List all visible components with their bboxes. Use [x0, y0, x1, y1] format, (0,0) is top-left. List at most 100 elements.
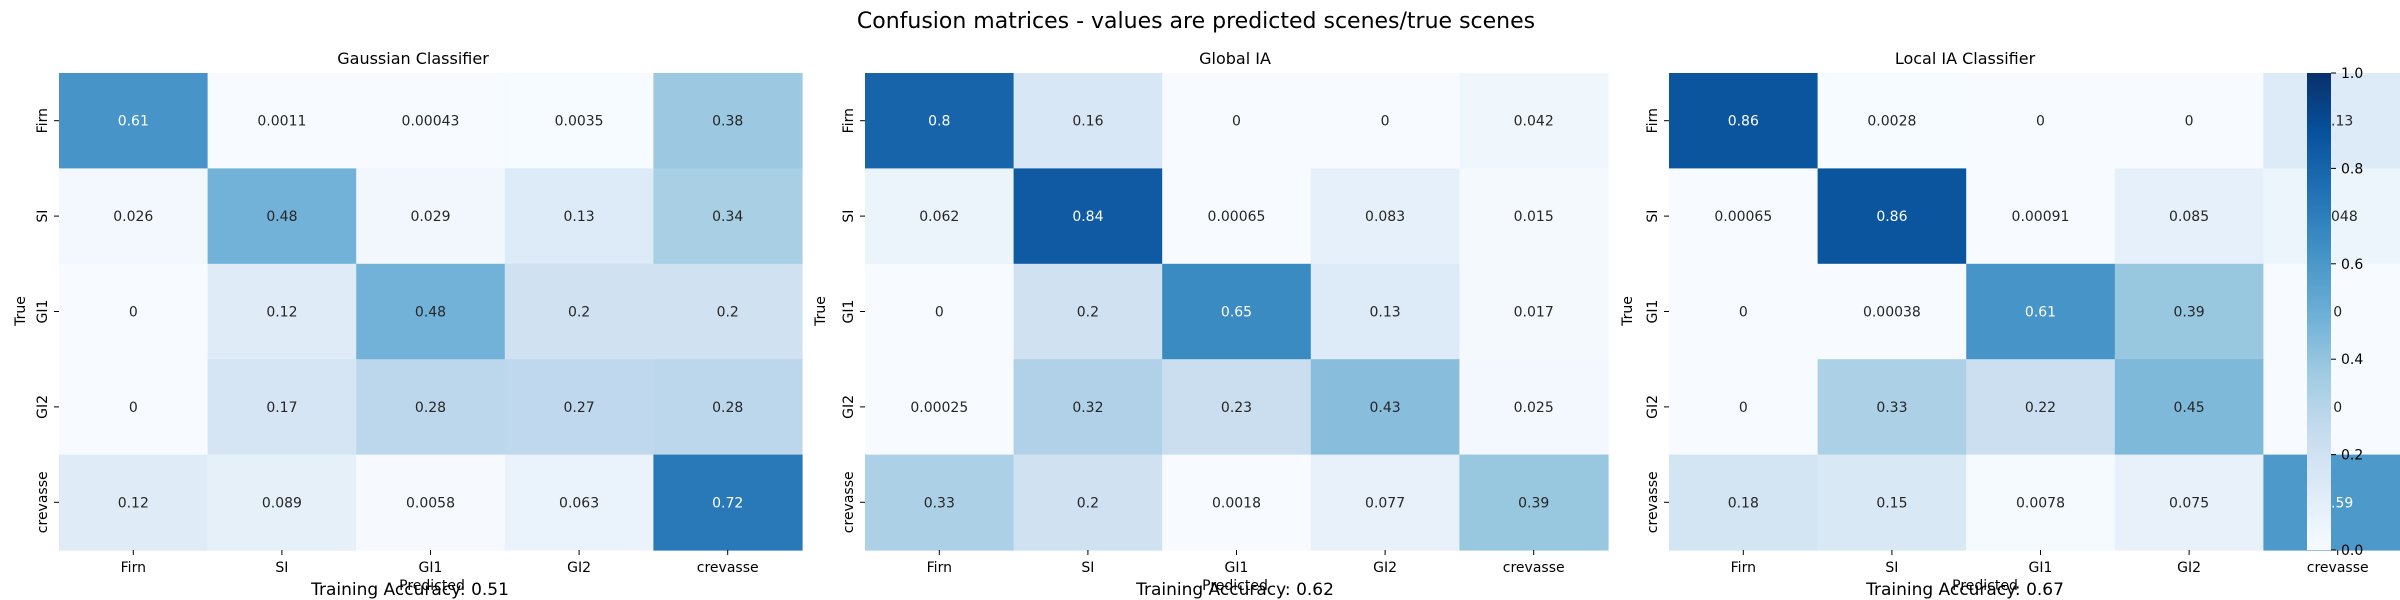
- heatmap-cell: [865, 73, 1015, 169]
- x-tick-label: GI2: [1373, 560, 1397, 576]
- cell-value-label: 0.2: [1077, 495, 1099, 511]
- heatmap-cell: [1817, 454, 1967, 551]
- heatmap-cell: [2114, 263, 2264, 360]
- cell-value-label: 0.86: [1728, 114, 1759, 130]
- cell-value-label: 0.61: [118, 114, 149, 130]
- cell-value-label: 0: [2333, 400, 2342, 416]
- cell-value-label: 0.13: [1370, 305, 1401, 321]
- cell-value-label: 0: [1739, 400, 1748, 416]
- x-tick-label: Firn: [1731, 560, 1756, 576]
- cell-value-label: 0.063: [559, 495, 599, 511]
- training-accuracy-caption: Training Accuracy: 0.67: [1865, 580, 2064, 600]
- cell-value-label: 0.029: [410, 209, 450, 225]
- figure-title: Confusion matrices - values are predicte…: [857, 9, 1535, 34]
- cell-value-label: 0: [2185, 114, 2194, 130]
- heatmap-cell: [2114, 359, 2264, 456]
- cell-value-label: 0.042: [1514, 114, 1554, 130]
- cell-value-label: 0.86: [1876, 209, 1907, 225]
- y-tick-label: GI2: [1645, 395, 1661, 419]
- y-axis-label: True: [1620, 296, 1636, 327]
- x-tick-label: SI: [275, 560, 288, 576]
- heatmap-cell: [1669, 263, 1819, 360]
- heatmap-cell: [2114, 73, 2264, 169]
- cell-value-label: 0.00065: [1714, 209, 1772, 225]
- cell-value-label: 0: [2333, 305, 2342, 321]
- cell-value-label: 0.026: [113, 209, 153, 225]
- heatmap-cell: [1459, 168, 1609, 265]
- heatmap-cell: [1669, 73, 1819, 169]
- heatmap-cell: [356, 168, 506, 265]
- x-tick-label: crevasse: [1503, 560, 1565, 576]
- heatmap-cell: [2114, 454, 2264, 551]
- x-tick-label: crevasse: [2307, 560, 2369, 576]
- heatmap-cell: [504, 454, 654, 551]
- cell-value-label: 0.075: [2169, 495, 2209, 511]
- cell-value-label: 0.18: [1728, 495, 1759, 511]
- y-axis-label: True: [13, 296, 29, 327]
- heatmap-cell: [1966, 73, 2116, 169]
- cell-value-label: 0.39: [2174, 305, 2205, 321]
- heatmap-cell: [356, 73, 506, 169]
- cell-value-label: 0.062: [919, 209, 959, 225]
- cell-value-label: 0.8: [928, 114, 950, 130]
- cell-value-label: 0.0035: [555, 114, 604, 130]
- heatmap-cell: [865, 168, 1015, 265]
- heatmap-cell: [1966, 359, 2116, 456]
- colorbar-tick-label: 0.8: [2341, 161, 2363, 177]
- cell-value-label: 0.12: [266, 305, 297, 321]
- heatmap-cell: [1966, 263, 2116, 360]
- heatmap-cell: [2263, 73, 2400, 169]
- cell-value-label: 0.27: [564, 400, 595, 416]
- cell-value-label: 0: [1739, 305, 1748, 321]
- heatmap-cell: [1459, 73, 1609, 169]
- y-tick-label: SI: [35, 210, 51, 223]
- cell-value-label: 0.00043: [402, 114, 460, 130]
- cell-value-label: 0: [129, 305, 138, 321]
- heatmap-cell: [207, 73, 357, 169]
- heatmap-cell: [59, 359, 209, 456]
- cell-value-label: 0.33: [1876, 400, 1907, 416]
- cell-value-label: 0.28: [712, 400, 743, 416]
- cell-value-label: 0.23: [1221, 400, 1252, 416]
- y-tick-label: GI2: [35, 395, 51, 419]
- y-tick-label: GI2: [841, 395, 857, 419]
- y-tick-label: GI1: [35, 300, 51, 324]
- heatmap-cell: [504, 73, 654, 169]
- cell-value-label: 0.077: [1365, 495, 1405, 511]
- x-tick-label: GI2: [567, 560, 591, 576]
- cell-value-label: 0.089: [262, 495, 302, 511]
- x-tick-label: Firn: [121, 560, 146, 576]
- heatmap-cell: [1817, 73, 1967, 169]
- heatmap-cell: [1162, 168, 1312, 265]
- cell-value-label: 0: [1232, 114, 1241, 130]
- colorbar-gradient: [2307, 73, 2331, 550]
- y-tick-label: Firn: [1645, 108, 1661, 133]
- heatmap-cell: [865, 359, 1015, 456]
- heatmap-cell: [1162, 359, 1312, 456]
- y-tick-label: crevasse: [1645, 471, 1661, 533]
- x-tick-label: GI1: [419, 560, 443, 576]
- heatmap-cell: [1310, 168, 1460, 265]
- heatmap-cell: [1310, 454, 1460, 551]
- y-tick-label: SI: [841, 210, 857, 223]
- training-accuracy-caption: Training Accuracy: 0.62: [1135, 580, 1334, 600]
- cell-value-label: 0.48: [415, 305, 446, 321]
- cell-value-label: 0.015: [1514, 209, 1554, 225]
- colorbar-tick-label: 0.6: [2341, 257, 2363, 273]
- cell-value-label: 0.17: [266, 400, 297, 416]
- colorbar: 0.0 0.2 0.4 0.6 0.8 1.0: [2307, 66, 2363, 559]
- heatmap-cell: [2114, 168, 2264, 265]
- cell-value-label: 0.00038: [1863, 305, 1921, 321]
- cell-value-label: 0.28: [415, 400, 446, 416]
- heatmap-cell: [356, 454, 506, 551]
- x-tick-label: Firn: [927, 560, 952, 576]
- cell-value-label: 0.65: [1221, 305, 1252, 321]
- cell-value-label: 0.2: [568, 305, 590, 321]
- cell-value-label: 0.22: [2025, 400, 2056, 416]
- x-axis-label: Predicted: [1952, 578, 2018, 594]
- cell-value-label: 0.32: [1072, 400, 1103, 416]
- y-tick-label: Firn: [841, 108, 857, 133]
- heatmap-cell: [504, 263, 654, 360]
- heatmap-cell: [1013, 454, 1163, 551]
- y-tick-label: GI1: [841, 300, 857, 324]
